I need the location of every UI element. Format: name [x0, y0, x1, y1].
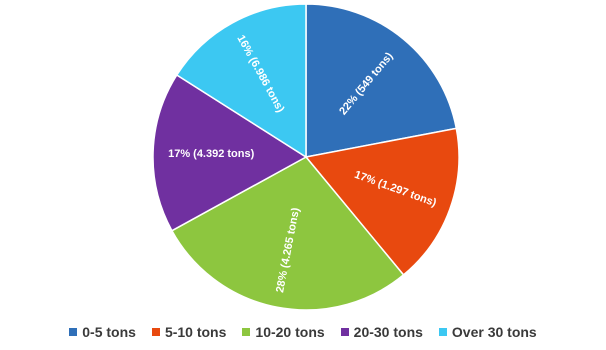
pie-slice-20-30-tons: [152, 73, 308, 232]
legend-item-over-30-tons: Over 30 tons: [438, 324, 537, 340]
legend-swatch-5-10-tons: [151, 328, 160, 336]
legend-swatch-0-5-tons: [69, 328, 78, 336]
pie-slice-10-20-tons: [170, 156, 405, 311]
legend-label-0-5-tons: 0-5 tons: [82, 324, 136, 340]
legend-label-10-20-tons: 10-20 tons: [255, 324, 325, 340]
pie-slice-0-5-tons: [305, 3, 458, 158]
pie-slice-5-10-tons: [304, 127, 460, 276]
legend-label-20-30-tons: 20-30 tons: [353, 324, 423, 340]
legend-swatch-over-30-tons: [438, 328, 447, 336]
legend-item-5-10-tons: 5-10 tons: [151, 324, 227, 340]
legend-swatch-20-30-tons: [340, 328, 349, 336]
legend-label-over-30-tons: Over 30 tons: [451, 324, 537, 340]
legend-label-5-10-tons: 5-10 tons: [164, 324, 227, 340]
legend-item-10-20-tons: 10-20 tons: [242, 324, 325, 340]
legend-item-20-30-tons: 20-30 tons: [340, 324, 423, 340]
legend: 0-5 tons 5-10 tons 10-20 tons 20-30 tons Ove…: [0, 321, 606, 343]
legend-swatch-10-20-tons: [242, 328, 251, 336]
legend-item-0-5-tons: 0-5 tons: [69, 324, 136, 340]
pie-slice-label-20-30-tons: 17% (4.392 tons): [168, 148, 255, 160]
pie-slice-over-30-tons: [175, 3, 307, 159]
